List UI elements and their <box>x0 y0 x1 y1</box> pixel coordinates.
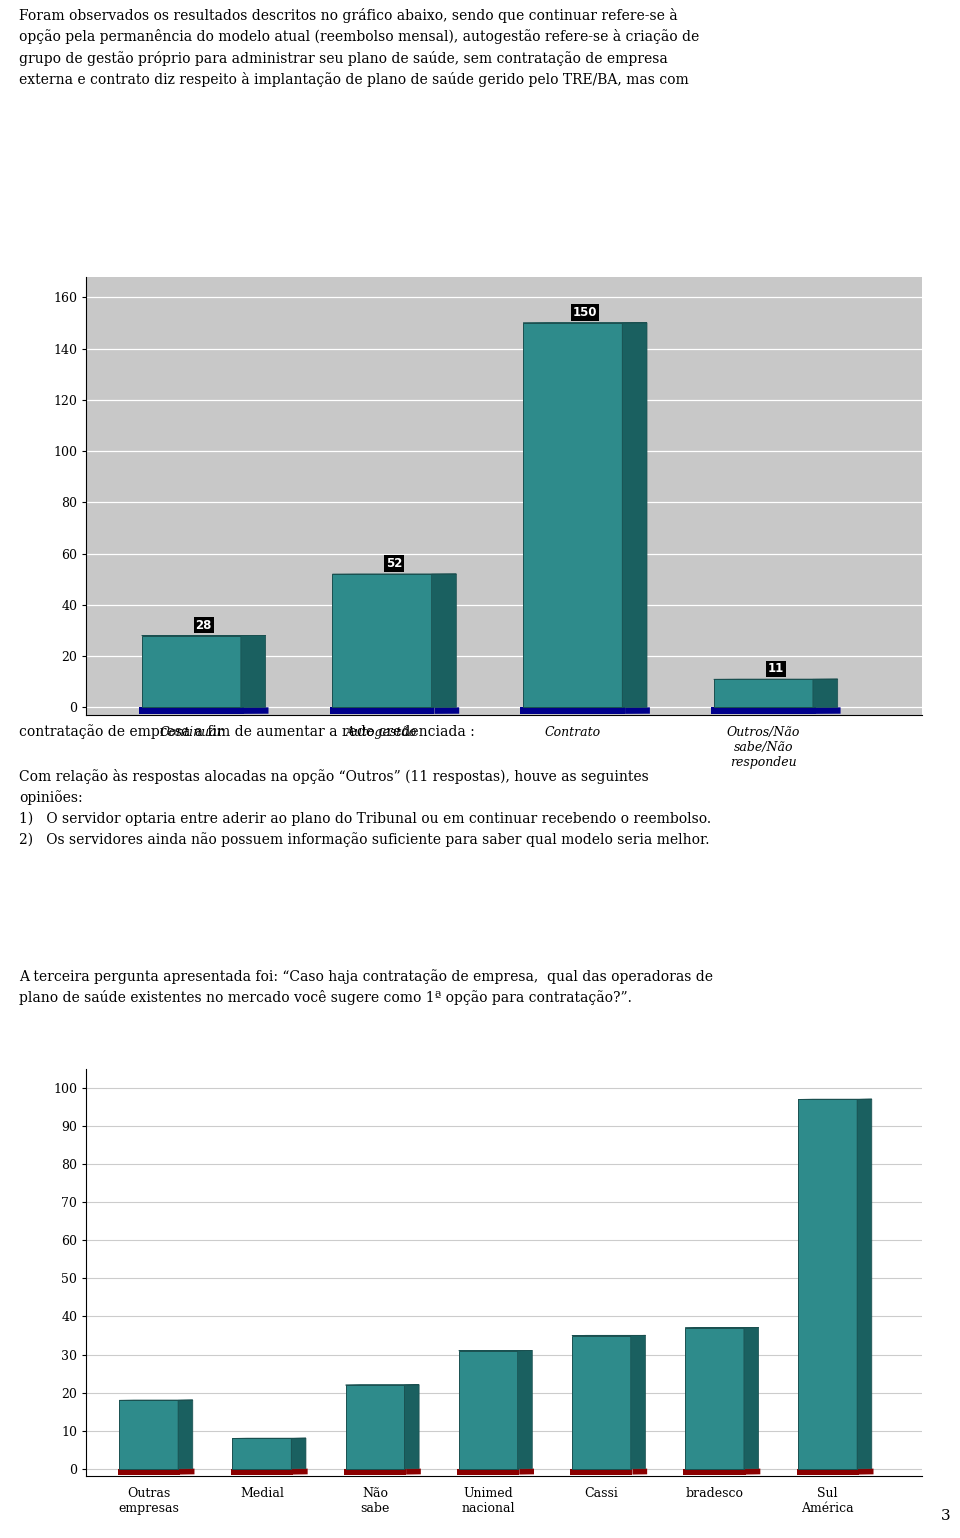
Polygon shape <box>857 1100 872 1469</box>
Polygon shape <box>406 1469 420 1475</box>
Polygon shape <box>744 1327 758 1469</box>
Bar <box>139 707 244 714</box>
Text: 150: 150 <box>573 306 597 318</box>
Polygon shape <box>816 707 841 714</box>
Bar <box>711 707 816 714</box>
Text: Foram observados os resultados descritos no gráfico abaixo, sendo que continuar : Foram observados os resultados descritos… <box>19 8 700 88</box>
Polygon shape <box>622 323 647 707</box>
Bar <box>457 1469 519 1475</box>
Polygon shape <box>746 1469 760 1475</box>
Bar <box>713 680 813 707</box>
Bar <box>685 1327 744 1469</box>
Bar <box>523 323 622 707</box>
Text: A terceira pergunta apresentada foi: “Caso haja contratação de empresa,  qual da: A terceira pergunta apresentada foi: “Ca… <box>19 969 713 1006</box>
Bar <box>520 707 625 714</box>
Polygon shape <box>631 1335 645 1469</box>
Bar <box>799 1100 857 1469</box>
Text: Com relação às respostas alocadas na opção “Outros” (11 respostas), houve as seg: Com relação às respostas alocadas na opç… <box>19 769 711 847</box>
Bar <box>572 1335 631 1469</box>
Bar <box>117 1469 180 1475</box>
Polygon shape <box>519 1469 534 1475</box>
Polygon shape <box>241 635 266 707</box>
Text: 3: 3 <box>941 1509 950 1523</box>
Polygon shape <box>434 707 459 714</box>
Bar <box>329 707 434 714</box>
Bar <box>346 1386 404 1469</box>
Polygon shape <box>813 680 838 707</box>
Text: contratação de empresa a fim de aumentar a rede credenciada :: contratação de empresa a fim de aumentar… <box>19 724 475 740</box>
Polygon shape <box>859 1469 874 1475</box>
Polygon shape <box>404 1384 420 1469</box>
Bar <box>797 1469 859 1475</box>
Polygon shape <box>244 707 269 714</box>
Polygon shape <box>180 1469 195 1475</box>
Text: 52: 52 <box>386 557 402 571</box>
Polygon shape <box>625 707 650 714</box>
Text: 28: 28 <box>196 618 212 632</box>
Polygon shape <box>517 1350 532 1469</box>
Bar <box>684 1469 746 1475</box>
Bar <box>332 574 432 707</box>
Text: 11: 11 <box>768 663 784 675</box>
Bar <box>344 1469 406 1475</box>
Polygon shape <box>633 1469 647 1475</box>
Bar <box>142 635 241 707</box>
Bar <box>230 1469 293 1475</box>
Bar <box>459 1350 517 1469</box>
Polygon shape <box>178 1400 193 1469</box>
Bar <box>570 1469 633 1475</box>
Polygon shape <box>432 574 456 707</box>
Bar <box>119 1400 178 1469</box>
Polygon shape <box>291 1438 306 1469</box>
Polygon shape <box>293 1469 307 1475</box>
Bar <box>232 1438 291 1469</box>
